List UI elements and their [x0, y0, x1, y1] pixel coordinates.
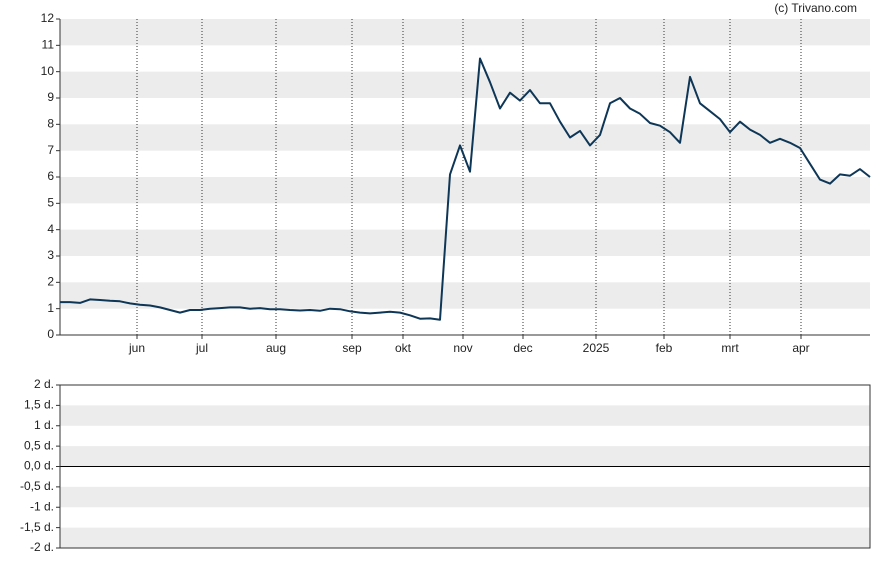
plot-frame: [59, 384, 871, 549]
y-tick-label: 2: [47, 275, 54, 289]
y-tick-label: 9: [47, 90, 54, 104]
y-tick-label: 1 d.: [34, 418, 54, 432]
grid-band: [60, 229, 870, 256]
y-tick-label: 6: [47, 169, 54, 183]
y-tick-label: 11: [42, 38, 55, 52]
x-tick-label: feb: [656, 341, 673, 355]
grid-band: [60, 486, 870, 508]
x-tick-label: sep: [342, 341, 362, 355]
y-tick-label: 7: [47, 143, 54, 157]
grid-band: [60, 527, 870, 548]
y-tick-label: -0,5 d.: [20, 479, 54, 493]
grid-band: [60, 177, 870, 204]
grid-band: [60, 124, 870, 151]
y-tick-label: 0,0 d.: [24, 459, 54, 473]
y-tick-label: 3: [47, 248, 54, 262]
x-tick-label: aug: [266, 341, 286, 355]
y-tick-label: 1: [47, 301, 54, 315]
x-tick-label: nov: [453, 341, 472, 355]
x-tick-label: mrt: [721, 341, 739, 355]
y-tick-label: 1,5 d.: [24, 398, 54, 412]
y-tick-label: -2 d.: [30, 540, 54, 554]
y-tick-label: 5: [47, 196, 54, 210]
x-tick-label: jul: [195, 341, 208, 355]
y-tick-label: 0,5 d.: [24, 438, 54, 452]
y-tick-label: 4: [47, 222, 54, 236]
price-line: [60, 57, 871, 321]
x-tick-label: dec: [513, 341, 532, 355]
x-tick-label: apr: [792, 341, 809, 355]
y-tick-label: 12: [41, 11, 55, 25]
grid-band: [60, 446, 870, 467]
y-tick-label: 2 d.: [34, 377, 54, 391]
y-tick-label: -1,5 d.: [20, 520, 54, 534]
grid-band: [60, 282, 870, 309]
x-tick-label: okt: [395, 341, 412, 355]
y-tick-label: 0: [47, 327, 54, 341]
y-tick-label: 10: [41, 64, 55, 78]
grid-band: [60, 405, 870, 426]
y-tick-label: 8: [47, 117, 54, 131]
x-tick-label: jun: [128, 341, 145, 355]
y-tick-label: -1 d.: [30, 499, 54, 513]
watermark: (c) Trivano.com: [774, 1, 857, 15]
x-tick-label: 2025: [583, 341, 610, 355]
grid-band: [60, 71, 870, 98]
grid-band: [60, 19, 870, 46]
